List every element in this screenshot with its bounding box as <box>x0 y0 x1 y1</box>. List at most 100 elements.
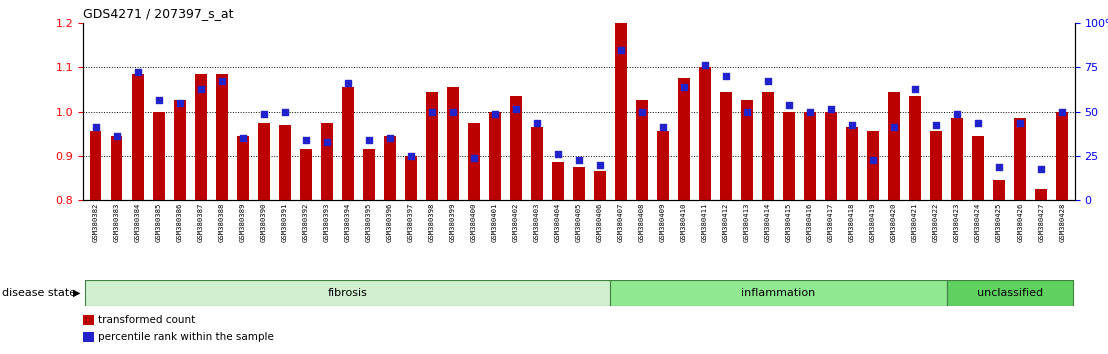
Text: GSM380412: GSM380412 <box>724 202 729 242</box>
Text: GSM380411: GSM380411 <box>702 202 708 242</box>
Bar <box>594 171 606 200</box>
Text: GSM380428: GSM380428 <box>1059 202 1065 242</box>
Point <box>1054 109 1071 114</box>
Bar <box>111 136 123 200</box>
Bar <box>83 332 94 342</box>
Bar <box>258 122 269 200</box>
Point <box>297 137 315 143</box>
Point <box>129 69 146 74</box>
Bar <box>868 131 879 200</box>
Text: GSM380418: GSM380418 <box>849 202 855 242</box>
Point <box>318 139 336 145</box>
Text: GSM380405: GSM380405 <box>576 202 582 242</box>
Text: GSM380413: GSM380413 <box>743 202 750 242</box>
Bar <box>406 156 417 200</box>
Point <box>864 157 882 163</box>
Text: GSM380415: GSM380415 <box>786 202 792 242</box>
Bar <box>1056 112 1068 200</box>
Point <box>759 78 777 83</box>
Point <box>1033 166 1050 172</box>
Text: GDS4271 / 207397_s_at: GDS4271 / 207397_s_at <box>83 7 234 21</box>
Point <box>591 162 608 167</box>
Bar <box>611 280 946 306</box>
Point <box>529 120 546 125</box>
Bar <box>85 280 611 306</box>
Bar <box>384 136 396 200</box>
Text: GSM380422: GSM380422 <box>933 202 940 242</box>
Text: GSM380407: GSM380407 <box>618 202 624 242</box>
Text: GSM380395: GSM380395 <box>366 202 372 242</box>
Text: GSM380406: GSM380406 <box>597 202 603 242</box>
Bar <box>783 112 794 200</box>
Point <box>276 109 294 114</box>
Text: GSM380385: GSM380385 <box>156 202 162 242</box>
Text: GSM380386: GSM380386 <box>177 202 183 242</box>
Point <box>234 135 252 141</box>
Text: GSM380421: GSM380421 <box>912 202 919 242</box>
Point <box>991 164 1008 170</box>
Bar <box>279 125 290 200</box>
Text: GSM380420: GSM380420 <box>891 202 897 242</box>
Bar <box>573 167 585 200</box>
Bar <box>552 162 564 200</box>
Text: GSM380382: GSM380382 <box>93 202 99 242</box>
Point <box>822 107 840 112</box>
Text: GSM380383: GSM380383 <box>114 202 120 242</box>
Bar <box>363 149 375 200</box>
Bar <box>615 23 627 200</box>
Bar <box>762 92 773 200</box>
Bar <box>90 131 102 200</box>
Text: GSM380408: GSM380408 <box>639 202 645 242</box>
Point <box>171 100 188 105</box>
Text: GSM380391: GSM380391 <box>281 202 288 242</box>
Bar <box>946 280 1073 306</box>
Bar <box>510 96 522 200</box>
Text: GSM380389: GSM380389 <box>239 202 246 242</box>
Text: GSM380397: GSM380397 <box>408 202 414 242</box>
Text: GSM380410: GSM380410 <box>681 202 687 242</box>
Text: inflammation: inflammation <box>741 288 815 298</box>
Text: percentile rank within the sample: percentile rank within the sample <box>99 332 274 342</box>
Bar <box>973 136 984 200</box>
Point <box>570 157 587 163</box>
Point <box>465 155 483 161</box>
Point <box>444 109 462 114</box>
Point <box>654 124 671 130</box>
Text: GSM380424: GSM380424 <box>975 202 981 242</box>
Text: GSM380404: GSM380404 <box>555 202 561 242</box>
Point <box>612 47 629 52</box>
Bar <box>216 74 227 200</box>
Bar <box>678 78 690 200</box>
Text: transformed count: transformed count <box>99 315 196 325</box>
Bar <box>994 180 1005 200</box>
Text: GSM380419: GSM380419 <box>870 202 876 242</box>
Point <box>255 111 273 116</box>
Point <box>906 86 924 92</box>
Bar <box>931 131 942 200</box>
Bar <box>1035 189 1047 200</box>
Bar <box>720 92 731 200</box>
Point <box>507 107 525 112</box>
Text: GSM380396: GSM380396 <box>387 202 393 242</box>
Text: ▶: ▶ <box>73 288 81 298</box>
Text: GSM380426: GSM380426 <box>1017 202 1023 242</box>
Point <box>86 124 104 130</box>
Point <box>843 122 861 128</box>
Bar <box>153 112 164 200</box>
Text: GSM380398: GSM380398 <box>429 202 434 242</box>
Bar <box>300 149 311 200</box>
Point <box>675 84 692 90</box>
Bar <box>132 74 144 200</box>
Bar <box>237 136 248 200</box>
Text: GSM380427: GSM380427 <box>1038 202 1044 242</box>
Text: fibrosis: fibrosis <box>328 288 368 298</box>
Bar <box>342 87 353 200</box>
Point <box>360 137 378 143</box>
Bar <box>468 122 480 200</box>
Point <box>927 122 945 128</box>
Bar <box>657 131 669 200</box>
Text: GSM380409: GSM380409 <box>660 202 666 242</box>
Point <box>1012 120 1029 125</box>
Bar <box>321 122 332 200</box>
Text: GSM380388: GSM380388 <box>218 202 225 242</box>
